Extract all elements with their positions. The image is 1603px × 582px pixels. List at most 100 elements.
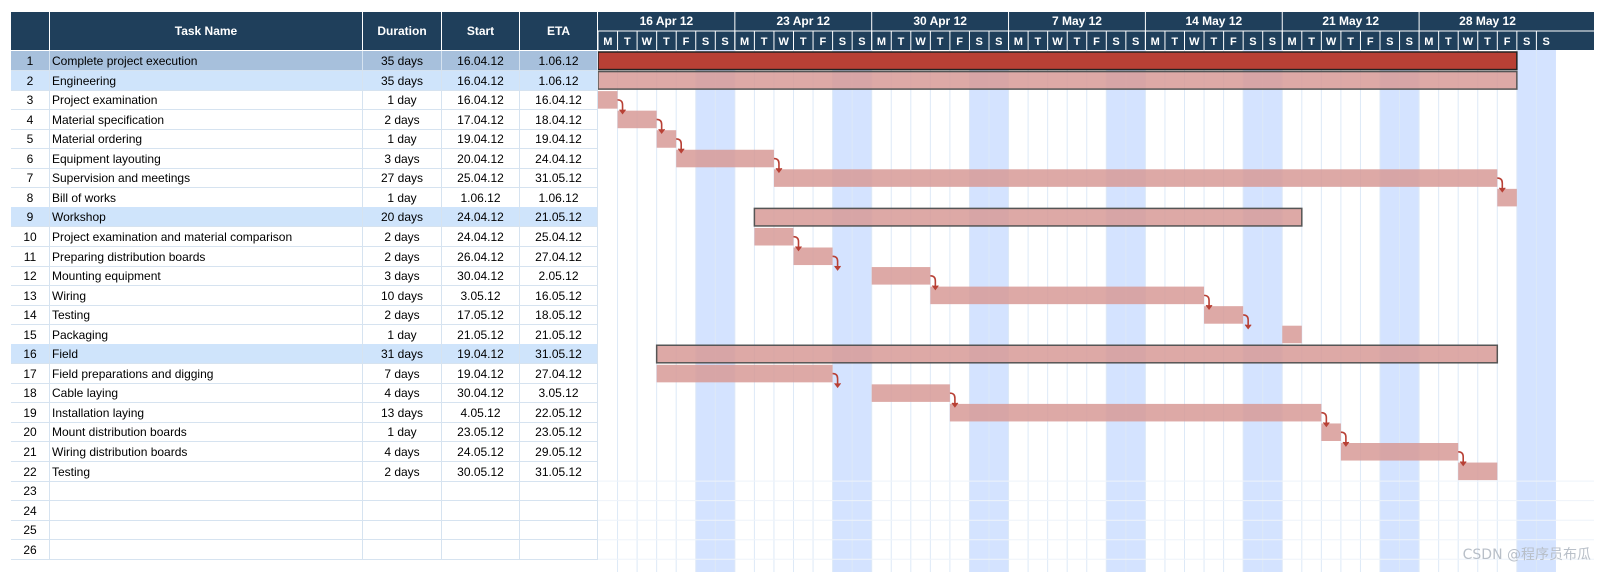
task-row[interactable]: 5 Material ordering 1 day 19.04.12 19.04.12 [11, 129, 598, 150]
task-number[interactable]: 26 [11, 539, 50, 560]
column-header-eta[interactable]: ETA [520, 12, 598, 50]
task-start[interactable]: 16.04.12 [442, 51, 520, 71]
task-eta[interactable]: 23.05.12 [520, 422, 598, 443]
task-eta[interactable]: 31.05.12 [520, 461, 598, 482]
task-number[interactable]: 12 [11, 266, 50, 287]
task-bar[interactable] [1458, 462, 1498, 481]
task-start[interactable] [442, 481, 520, 502]
task-duration[interactable]: 1 day [363, 90, 442, 111]
task-start[interactable]: 30.04.12 [442, 266, 520, 287]
task-name[interactable]: Wiring [50, 285, 363, 306]
task-duration[interactable]: 1 day [363, 422, 442, 443]
task-eta[interactable]: 27.04.12 [520, 363, 598, 384]
task-duration[interactable]: 3 days [363, 266, 442, 287]
task-eta[interactable]: 1.06.12 [520, 51, 598, 71]
task-name[interactable]: Packaging [50, 324, 363, 345]
column-header-task-name[interactable]: Task Name [50, 12, 363, 50]
task-name[interactable]: Installation laying [50, 402, 363, 423]
task-number[interactable]: 17 [11, 363, 50, 384]
task-row[interactable]: 23 [11, 481, 598, 502]
task-start[interactable] [442, 520, 520, 541]
task-name[interactable]: Material ordering [50, 129, 363, 150]
task-eta[interactable]: 1.06.12 [520, 187, 598, 208]
task-bar[interactable] [773, 169, 1498, 187]
task-duration[interactable]: 35 days [363, 51, 442, 71]
task-name[interactable] [50, 520, 363, 541]
task-bar[interactable] [753, 207, 1303, 227]
task-start[interactable]: 16.04.12 [442, 90, 520, 111]
task-number[interactable]: 20 [11, 422, 50, 443]
task-eta[interactable] [520, 500, 598, 521]
task-bar[interactable] [1321, 423, 1341, 441]
task-name[interactable]: Equipment layouting [50, 148, 363, 169]
task-name[interactable]: Project examination and material compari… [50, 226, 363, 247]
task-eta[interactable]: 22.05.12 [520, 402, 598, 423]
task-name[interactable]: Workshop [50, 207, 363, 228]
task-start[interactable] [442, 539, 520, 560]
task-number[interactable]: 23 [11, 481, 50, 502]
task-name[interactable]: Field [50, 344, 363, 365]
task-duration[interactable] [363, 481, 442, 502]
task-number[interactable]: 1 [11, 51, 50, 71]
task-bar[interactable] [949, 403, 1322, 422]
task-number[interactable]: 9 [11, 207, 50, 228]
task-bar[interactable] [871, 267, 931, 285]
task-bar[interactable] [793, 247, 833, 266]
task-duration[interactable]: 2 days [363, 461, 442, 482]
task-start[interactable]: 19.04.12 [442, 344, 520, 365]
task-name[interactable] [50, 481, 363, 502]
task-number[interactable]: 14 [11, 305, 50, 326]
task-start[interactable]: 24.05.12 [442, 442, 520, 462]
task-row[interactable]: 21 Wiring distribution boards 4 days 24.05.… [11, 442, 598, 462]
task-eta[interactable] [520, 481, 598, 502]
task-duration[interactable]: 2 days [363, 305, 442, 326]
task-name[interactable]: Bill of works [50, 187, 363, 208]
task-number[interactable]: 2 [11, 70, 50, 91]
task-duration[interactable] [363, 520, 442, 541]
task-eta[interactable]: 3.05.12 [520, 383, 598, 404]
task-bar[interactable] [1204, 306, 1244, 324]
task-start[interactable]: 3.05.12 [442, 285, 520, 306]
task-row[interactable]: 26 [11, 539, 598, 560]
task-bar[interactable] [1340, 443, 1459, 461]
column-header-start[interactable]: Start [442, 12, 520, 50]
task-duration[interactable]: 4 days [363, 383, 442, 404]
task-duration[interactable] [363, 500, 442, 521]
task-row[interactable]: 18 Cable laying 4 days 30.04.12 3.05.12 [11, 383, 598, 404]
task-start[interactable] [442, 500, 520, 521]
task-name[interactable]: Mount distribution boards [50, 422, 363, 443]
task-start[interactable]: 26.04.12 [442, 246, 520, 267]
task-eta[interactable]: 16.05.12 [520, 285, 598, 306]
task-row[interactable]: 14 Testing 2 days 17.05.12 18.05.12 [11, 305, 598, 326]
task-number[interactable]: 3 [11, 90, 50, 111]
task-row[interactable]: 11 Preparing distribution boards 2 days 26.… [11, 246, 598, 267]
task-start[interactable]: 20.04.12 [442, 148, 520, 169]
task-eta[interactable]: 25.04.12 [520, 226, 598, 247]
task-name[interactable]: Field preparations and digging [50, 363, 363, 384]
task-row[interactable]: 22 Testing 2 days 30.05.12 31.05.12 [11, 461, 598, 482]
task-start[interactable]: 30.05.12 [442, 461, 520, 482]
task-row[interactable]: 12 Mounting equipment 3 days 30.04.12 2.05.1… [11, 266, 598, 287]
task-name[interactable]: Engineering [50, 70, 363, 91]
task-bar[interactable] [655, 344, 1499, 364]
task-eta[interactable]: 31.05.12 [520, 344, 598, 365]
task-row[interactable]: 13 Wiring 10 days 3.05.12 16.05.12 [11, 285, 598, 306]
task-name[interactable]: Testing [50, 305, 363, 326]
task-number[interactable]: 10 [11, 226, 50, 247]
task-row[interactable]: 6 Equipment layouting 3 days 20.04.12 24.04.… [11, 148, 598, 169]
task-eta[interactable]: 27.04.12 [520, 246, 598, 267]
task-eta[interactable]: 21.05.12 [520, 324, 598, 345]
task-start[interactable]: 4.05.12 [442, 402, 520, 423]
task-name[interactable]: Supervision and meetings [50, 168, 363, 189]
task-eta[interactable]: 1.06.12 [520, 70, 598, 91]
task-start[interactable]: 16.04.12 [442, 70, 520, 91]
task-bar[interactable] [656, 364, 833, 383]
task-number[interactable]: 21 [11, 442, 50, 462]
task-name[interactable]: Material specification [50, 109, 363, 130]
task-duration[interactable]: 10 days [363, 285, 442, 306]
task-bar[interactable] [1497, 188, 1517, 207]
task-name[interactable]: Project examination [50, 90, 363, 111]
task-eta[interactable]: 16.04.12 [520, 90, 598, 111]
task-row[interactable]: 15 Packaging 1 day 21.05.12 21.05.12 [11, 324, 598, 345]
task-duration[interactable]: 2 days [363, 246, 442, 267]
